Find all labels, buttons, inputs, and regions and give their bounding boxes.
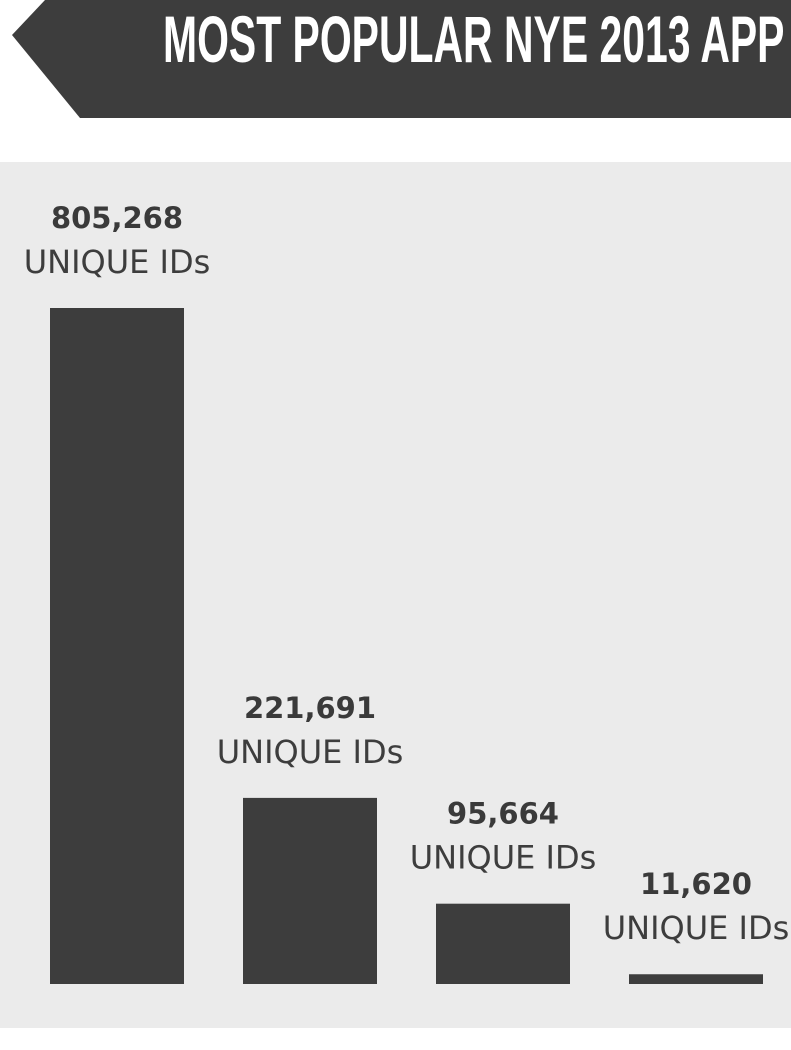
bar: [436, 903, 570, 984]
bar: [50, 308, 184, 984]
value-label: 805,268: [51, 201, 183, 235]
unit-label: UNIQUE IDs: [217, 733, 404, 771]
unit-label: UNIQUE IDs: [410, 839, 597, 877]
title-banner: [12, 0, 791, 118]
unit-label: UNIQUE IDs: [24, 243, 211, 281]
chart-title: MOST POPULAR NYE 2013 APP: [163, 2, 784, 77]
bar: [629, 974, 763, 984]
unit-label: UNIQUE IDs: [603, 909, 790, 947]
value-label: 221,691: [244, 691, 376, 725]
bar: [243, 797, 377, 984]
value-label: 95,664: [447, 797, 559, 831]
value-label: 11,620: [640, 867, 752, 901]
